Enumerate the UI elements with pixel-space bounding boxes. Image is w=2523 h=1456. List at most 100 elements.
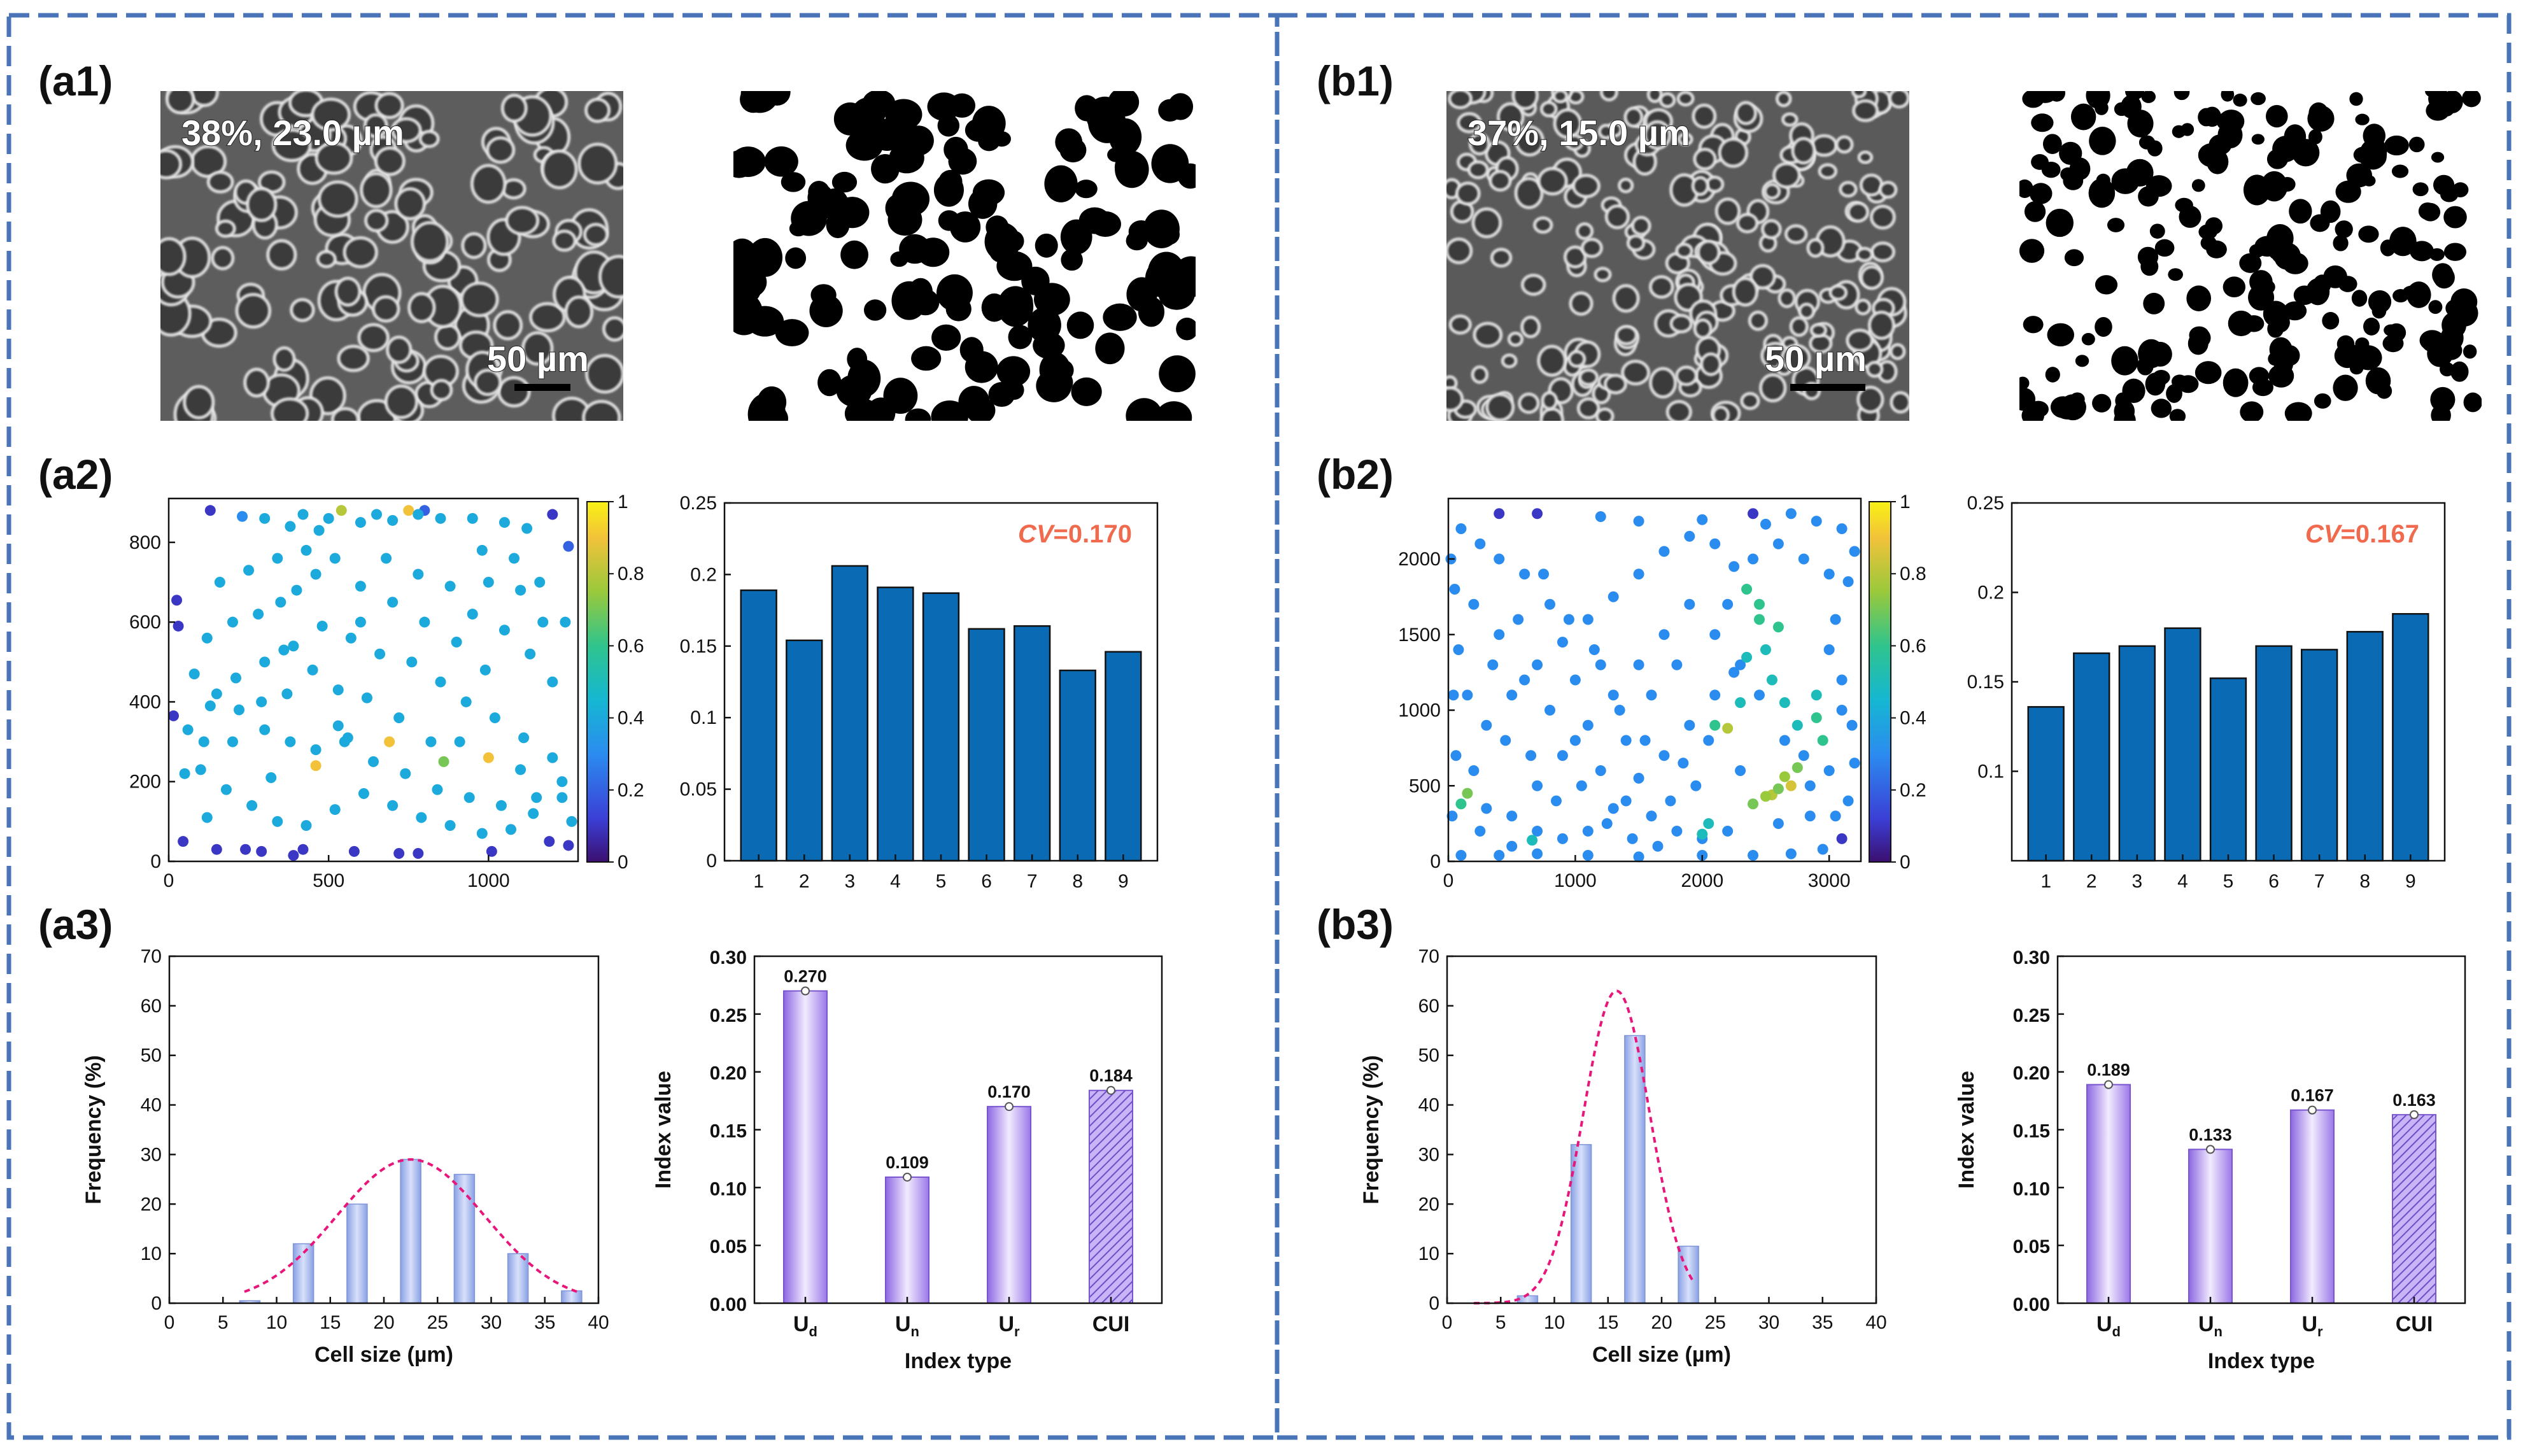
scatter-point [278,644,290,656]
data-label: 0.184 [1089,1066,1133,1085]
plot-frame [723,502,1159,862]
plot-frame [167,497,579,863]
pore-cell [1066,311,1094,339]
scatter-point [1748,553,1759,565]
x-tick-label: 0 [1442,1312,1453,1333]
y-tick-label: 0.15 [2013,1121,2050,1142]
bar [1059,669,1096,862]
index-chart-a3: 0.270 Ud 0.109 Un 0.170 Ur 0.184 CUI 0.00 0.05 0.1… [651,947,1163,1373]
sem-label-b: 37%, 15.0 µm [1467,113,1690,153]
pore-cell [1598,124,1615,139]
pore-cell [733,238,758,275]
histogram-bar [400,1159,421,1304]
pore-cell [1839,181,1858,198]
pore-cell [460,281,499,318]
pore-cell [577,143,618,185]
pore-cell [1621,360,1650,386]
pore-cell [2115,392,2130,409]
bar [2346,631,2384,862]
pore-cell [2351,290,2368,307]
pore-cell [2314,393,2331,409]
scatter-point [355,616,366,628]
y-tick-label: 0.15 [680,636,717,657]
scatter-point [556,792,568,803]
scatter-point [1728,561,1740,572]
pore-cell [2384,324,2399,337]
pore-cell [2337,184,2352,199]
pore-cell [965,118,993,142]
cv-annotation-value: =0.170 [1054,520,1132,548]
x-tick-label: 35 [1812,1312,1833,1333]
pore-cell [2243,174,2271,206]
scatter-point [413,569,424,580]
pore-cell [2019,387,2036,411]
scatter-point [1722,826,1734,837]
scatter-point [1817,735,1828,746]
pore-cell [1623,106,1644,128]
scatter-point [1544,598,1556,610]
pore-cell [1095,332,1125,365]
index-chart-b3: 0.189 Ud 0.133 Un 0.167 Ur 0.163 CUI 0.00 0.05 0.1… [1954,947,2466,1373]
pore-cell [831,171,858,193]
pore-cell [1626,234,1646,252]
scatter-point [198,736,209,747]
scatter-point [1703,818,1714,830]
pore-cell [2433,266,2455,289]
scatter-point [336,505,347,516]
pore-cell [1646,91,1663,103]
y-tick-label: 0.20 [2013,1063,2050,1084]
figure-frame [6,13,2512,1440]
y-tick-label: 0.10 [710,1178,747,1199]
data-label: 0.170 [987,1082,1031,1101]
scatter-point [1569,674,1581,686]
pore-cell [2126,91,2140,102]
scatter-point [1449,584,1460,595]
pore-cell [430,379,453,402]
scatter-point [1557,637,1568,648]
scatter-point [1494,629,1505,640]
pore-cell [2217,122,2243,149]
scatter-point [1582,719,1594,731]
scatter-point [1582,826,1594,837]
scatter-point [1684,598,1695,610]
pore-cell [2173,91,2190,101]
pore-cell [2022,91,2044,108]
colorbar-tick-label: 0 [1900,852,1911,873]
scatter-point [297,509,309,520]
pore-cell [2233,94,2247,107]
scatter-point [272,816,283,827]
x-tick-label: 40 [588,1312,609,1333]
pore-cell [394,187,426,220]
scatter-point [438,756,449,767]
cv-annotation: CV=0.170 [1018,520,1132,548]
pore-cell [2127,110,2154,138]
scatter-point [1532,659,1543,670]
x-axis-label: Cell size (µm) [1592,1343,1731,1367]
pore-cell [1520,315,1541,339]
scatter-point [1772,818,1784,830]
pore-cell [2283,301,2307,321]
x-tick-label: 10 [266,1312,287,1333]
scatter-point [1748,850,1759,861]
pore-cell [2412,182,2429,197]
y-tick-label: 0.25 [680,493,717,514]
scatter-point [1557,750,1568,761]
pore-cell [160,237,187,276]
scatter-point [1760,791,1771,802]
scatter-point [1748,508,1759,519]
scatter-point [179,768,190,779]
pore-cell [1711,406,1730,421]
y-tick-label: 40 [141,1095,162,1116]
y-tick-label: 0.1 [1977,761,2004,782]
y-tick-label: 0.00 [710,1294,747,1315]
scatter-point [1468,765,1480,776]
pore-cell [2088,178,2116,208]
histogram-bar [453,1173,476,1304]
pore-cell [1604,204,1630,229]
pore-cell [844,399,880,421]
scatter-point [204,505,216,516]
scatter-point [1494,508,1505,519]
index-bar [2392,1113,2436,1304]
pore-cell [2029,183,2053,204]
pore-cell [337,344,370,372]
